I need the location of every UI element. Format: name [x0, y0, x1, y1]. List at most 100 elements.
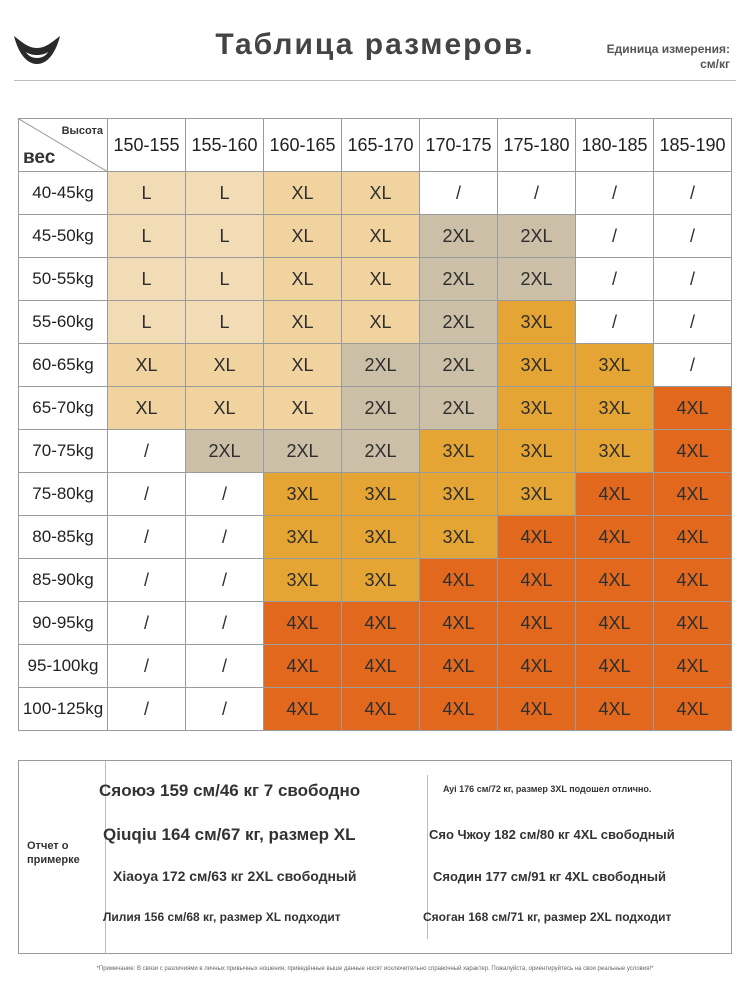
size-row: 50-55kg L L XL XL 2XL 2XL / /	[18, 257, 732, 301]
size-cell: L	[107, 300, 186, 344]
size-cell: XL	[341, 257, 420, 301]
size-cell: 2XL	[419, 343, 498, 387]
size-cell: 4XL	[419, 601, 498, 645]
size-cell: XL	[263, 386, 342, 430]
size-cell: 4XL	[497, 687, 576, 731]
size-cell: 4XL	[575, 644, 654, 688]
weight-row-header: 55-60kg	[18, 300, 108, 344]
size-cell: 3XL	[497, 386, 576, 430]
size-cell: L	[107, 214, 186, 258]
size-cell: 4XL	[653, 687, 732, 731]
size-cell: XL	[185, 386, 264, 430]
report-divider	[105, 761, 106, 953]
size-cell: 4XL	[341, 687, 420, 731]
report-column-divider	[427, 775, 428, 939]
size-cell: XL	[107, 386, 186, 430]
size-cell: 4XL	[653, 601, 732, 645]
review-left-2: Qiuqiu 164 см/67 кг, размер XL	[103, 825, 356, 844]
size-cell: 3XL	[497, 343, 576, 387]
size-cell: /	[575, 214, 654, 258]
title-divider	[14, 80, 736, 81]
size-cell: 2XL	[263, 429, 342, 473]
weight-row-header: 70-75kg	[18, 429, 108, 473]
size-cell: /	[185, 644, 264, 688]
size-cell: /	[653, 171, 732, 215]
weight-row-header: 50-55kg	[18, 257, 108, 301]
weight-row-header: 100-125kg	[18, 687, 108, 731]
size-cell: 2XL	[341, 386, 420, 430]
size-row: 60-65kg XL XL XL 2XL 2XL 3XL 3XL /	[18, 343, 732, 387]
size-cell: 3XL	[341, 558, 420, 602]
unit-note: Единица измерения: см/кг	[530, 42, 730, 72]
size-row: 45-50kg L L XL XL 2XL 2XL / /	[18, 214, 732, 258]
weight-row-header: 45-50kg	[18, 214, 108, 258]
size-cell: 4XL	[497, 558, 576, 602]
size-row: 75-80kg //3XL 3XL 3XL 3XL 4XL 4XL	[18, 472, 732, 516]
height-column-header: 150-155	[107, 118, 186, 172]
size-row: 100-125kg //4XL 4XL 4XL 4XL 4XL 4XL	[18, 687, 732, 731]
size-cell: 4XL	[341, 601, 420, 645]
size-cell: 3XL	[497, 429, 576, 473]
size-cell: 4XL	[653, 515, 732, 559]
size-cell: 3XL	[341, 515, 420, 559]
size-cell: 4XL	[419, 558, 498, 602]
size-cell: 4XL	[575, 515, 654, 559]
size-cell: XL	[263, 214, 342, 258]
size-cell: 3XL	[419, 429, 498, 473]
size-cell: 2XL	[497, 257, 576, 301]
size-cell: L	[107, 257, 186, 301]
size-cell: 4XL	[263, 601, 342, 645]
size-cell: /	[419, 171, 498, 215]
size-cell: /	[653, 343, 732, 387]
weight-row-header: 95-100kg	[18, 644, 108, 688]
size-cell: /	[107, 558, 186, 602]
review-left-3: Xiaoya 172 см/63 кг 2XL свободный	[113, 868, 357, 884]
header-row: Высота вес 150-155 155-160 160-165 165-170 1…	[18, 118, 732, 172]
size-cell: 4XL	[263, 644, 342, 688]
size-cell: /	[185, 601, 264, 645]
weight-row-header: 75-80kg	[18, 472, 108, 516]
height-column-header: 165-170	[341, 118, 420, 172]
size-cell: /	[653, 300, 732, 344]
height-column-header: 160-165	[263, 118, 342, 172]
size-cell: 2XL	[185, 429, 264, 473]
size-cell: L	[107, 171, 186, 215]
size-cell: XL	[263, 257, 342, 301]
size-cell: 3XL	[341, 472, 420, 516]
size-cell: /	[185, 687, 264, 731]
size-cell: XL	[263, 171, 342, 215]
size-cell: 2XL	[419, 386, 498, 430]
size-cell: /	[107, 644, 186, 688]
size-cell: 3XL	[575, 429, 654, 473]
size-cell: 2XL	[419, 257, 498, 301]
size-cell: 4XL	[419, 644, 498, 688]
size-cell: 4XL	[575, 472, 654, 516]
size-cell: 3XL	[497, 300, 576, 344]
size-row: 65-70kg XL XL XL 2XL 2XL 3XL 3XL 4XL	[18, 386, 732, 430]
size-cell: 2XL	[341, 343, 420, 387]
unit-label: Единица измерения:	[606, 42, 730, 56]
size-cell: 4XL	[341, 644, 420, 688]
size-cell: XL	[107, 343, 186, 387]
size-chart-body: 40-45kg L L XL XL / / //45-50kg L L XL XL 2XL 2XL //50…	[18, 171, 732, 731]
size-cell: 3XL	[263, 515, 342, 559]
size-cell: 3XL	[575, 386, 654, 430]
size-cell: 2XL	[497, 214, 576, 258]
size-cell: XL	[185, 343, 264, 387]
size-row: 95-100kg //4XL 4XL 4XL 4XL 4XL 4XL	[18, 644, 732, 688]
size-cell: 4XL	[497, 644, 576, 688]
size-cell: /	[107, 472, 186, 516]
unit-value: см/кг	[700, 57, 730, 71]
size-cell: /	[185, 515, 264, 559]
size-cell: 2XL	[419, 300, 498, 344]
size-cell: L	[185, 214, 264, 258]
size-cell: 4XL	[575, 558, 654, 602]
size-cell: 3XL	[575, 343, 654, 387]
size-row: 80-85kg //3XL 3XL 3XL 4XL 4XL 4XL	[18, 515, 732, 559]
size-row: 55-60kg L L XL XL 2XL 3XL / /	[18, 300, 732, 344]
height-column-header: 185-190	[653, 118, 732, 172]
size-cell: 4XL	[653, 558, 732, 602]
size-cell: XL	[263, 343, 342, 387]
size-cell: 4XL	[653, 644, 732, 688]
size-cell: 2XL	[341, 429, 420, 473]
